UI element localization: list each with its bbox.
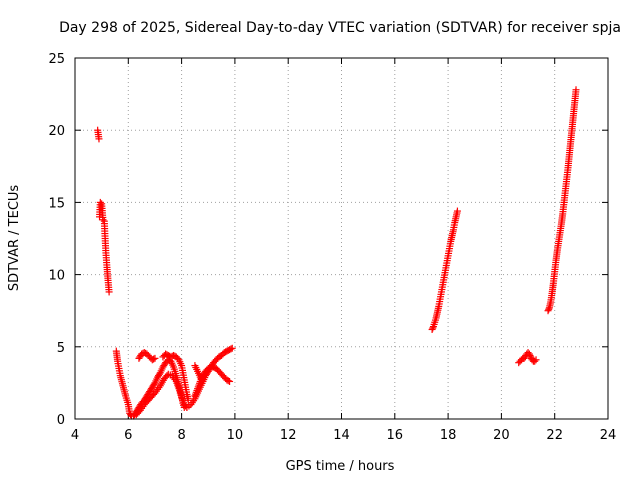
- data-point: [227, 345, 235, 353]
- data-point: [531, 357, 539, 365]
- x-tick-label: 12: [280, 428, 297, 443]
- x-tick-label: 14: [333, 428, 350, 443]
- data-point: [545, 305, 553, 313]
- y-tick-label: 25: [48, 52, 65, 67]
- data-point: [151, 354, 159, 362]
- data-point: [95, 135, 103, 143]
- data-points: [94, 86, 580, 420]
- x-tick-label: 24: [600, 428, 617, 443]
- data-point: [226, 377, 234, 385]
- x-tick-label: 6: [124, 428, 132, 443]
- data-point: [150, 355, 158, 363]
- data-point: [453, 207, 461, 215]
- x-tick-label: 20: [493, 428, 510, 443]
- chart-title: Day 298 of 2025, Sidereal Day-to-day VTE…: [59, 20, 621, 36]
- x-tick-label: 18: [440, 428, 457, 443]
- y-axis-label: SDTVAR / TECUs: [7, 185, 22, 292]
- data-point: [105, 288, 113, 296]
- data-point: [572, 86, 580, 94]
- x-tick-label: 16: [387, 428, 404, 443]
- data-point: [199, 377, 207, 385]
- data-point: [228, 344, 236, 352]
- data-point: [532, 356, 540, 364]
- data-point: [96, 198, 104, 206]
- x-tick-label: 8: [177, 428, 185, 443]
- data-point: [99, 216, 107, 224]
- grid: [75, 58, 608, 419]
- y-tick-label: 15: [48, 196, 65, 211]
- axis-ticks: 4 6 8 10 12 14 16 18 20 22 24 0 5 10 15 20 25: [48, 52, 616, 443]
- y-tick-label: 20: [48, 124, 65, 139]
- y-tick-label: 10: [48, 269, 65, 284]
- y-tick-label: 0: [57, 413, 65, 428]
- plot-frame: [74, 57, 609, 420]
- y-tick-label: 5: [57, 341, 65, 356]
- data-point: [224, 377, 232, 385]
- x-tick-label: 10: [227, 428, 244, 443]
- x-tick-label: 22: [546, 428, 563, 443]
- x-axis-label: GPS time / hours: [286, 459, 395, 474]
- data-point: [198, 376, 206, 384]
- x-tick-label: 4: [71, 428, 79, 443]
- data-point: [429, 324, 437, 332]
